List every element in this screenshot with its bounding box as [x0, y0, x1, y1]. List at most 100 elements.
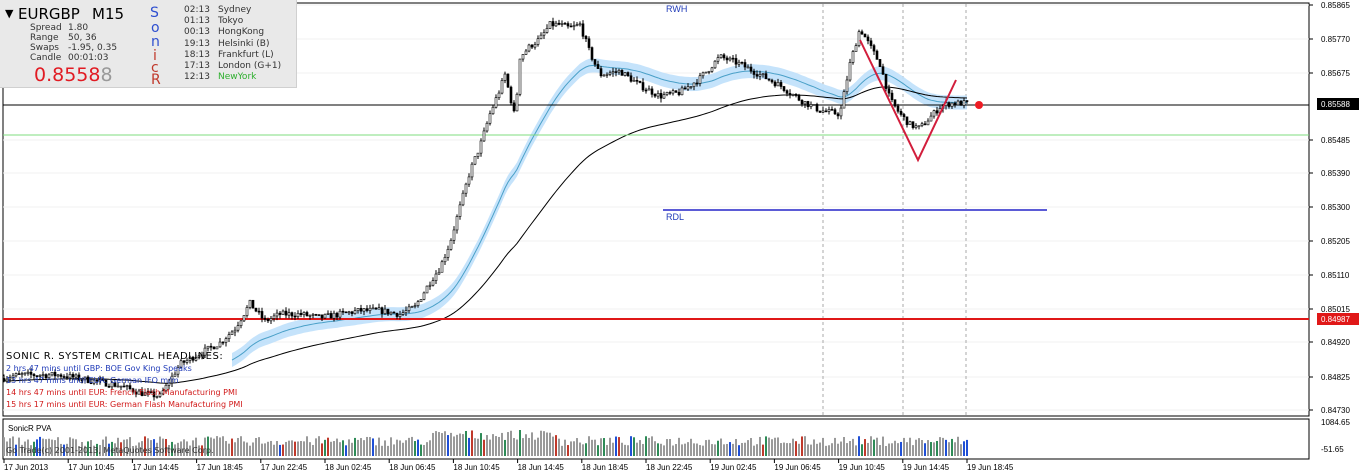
volume-bar: [777, 437, 779, 456]
candle-body: [860, 31, 864, 35]
volume-bar: [84, 445, 86, 456]
volume-bar: [126, 439, 128, 456]
volume-tick: -51.65: [1321, 445, 1344, 454]
volume-bar: [900, 441, 902, 456]
volume-bar: [333, 441, 335, 456]
volume-bar: [654, 441, 656, 456]
volume-bars: [3, 430, 968, 456]
volume-bar: [657, 443, 659, 456]
candle-body: [668, 92, 672, 94]
volume-bar: [261, 443, 263, 456]
candle-body: [782, 86, 786, 91]
volume-bar: [597, 445, 599, 456]
candle-body: [278, 312, 282, 315]
candle-body: [455, 216, 459, 231]
volume-bar: [828, 445, 830, 456]
volume-bar: [813, 439, 815, 456]
volume-bar: [669, 439, 671, 456]
volume-bar: [201, 445, 203, 456]
volume-bar: [462, 434, 464, 456]
volume-bar: [369, 437, 371, 456]
volume-bar: [771, 439, 773, 456]
candle-body: [800, 99, 804, 105]
candle-body: [563, 23, 567, 25]
candle-body: [863, 33, 867, 38]
candle-body: [134, 391, 138, 395]
volume-bar: [822, 437, 824, 456]
candle-body: [182, 360, 186, 363]
volume-bar: [276, 441, 278, 456]
volume-bar: [843, 437, 845, 456]
candle-body: [479, 140, 483, 154]
candle-body: [917, 125, 921, 128]
volume-bar: [708, 439, 710, 456]
candle-body: [131, 388, 135, 393]
volume-bar: [660, 443, 662, 456]
time-tick: 18 Jun 22:45: [646, 463, 693, 472]
candle-body: [212, 346, 216, 350]
volume-bar: [3, 437, 5, 456]
dropdown-arrow-icon[interactable]: ▼: [5, 7, 14, 20]
candle-body: [140, 390, 144, 396]
volume-bar: [414, 441, 416, 456]
candle-body: [116, 385, 120, 388]
volume-bar: [888, 443, 890, 456]
candle-body: [383, 308, 387, 314]
volume-bar: [588, 436, 590, 456]
candle-body: [179, 360, 183, 368]
volume-bar: [816, 443, 818, 456]
candle-body: [932, 110, 936, 117]
volume-bar: [465, 430, 467, 456]
volume-bar: [834, 437, 836, 456]
volume-bar: [273, 444, 275, 456]
candle-body: [605, 73, 609, 76]
candle-body: [779, 82, 783, 87]
candle-body: [548, 21, 552, 29]
candle-body: [248, 299, 252, 308]
candle-body: [365, 308, 369, 311]
volume-bar: [735, 438, 737, 456]
volume-bar: [63, 444, 65, 456]
volume-bar: [120, 442, 122, 456]
volume-bar: [147, 438, 149, 456]
candle-body: [584, 36, 588, 40]
volume-bar: [639, 440, 641, 456]
candle-body: [311, 314, 315, 316]
volume-bar: [966, 439, 968, 456]
volume-bar: [936, 440, 938, 456]
time-tick: 18 Jun 18:45: [582, 463, 629, 472]
candle-body: [158, 393, 162, 397]
candle-body: [80, 379, 84, 382]
volume-bar: [396, 439, 398, 456]
volume-bar: [378, 437, 380, 456]
candle-body: [143, 392, 147, 396]
time-tick: 18 Jun 10:45: [453, 463, 500, 472]
volume-bar: [195, 437, 197, 456]
volume-bar: [927, 440, 929, 456]
rdl-label: RDL: [666, 212, 684, 222]
candle-body: [188, 356, 192, 361]
candle-body: [227, 334, 231, 339]
candle-body: [374, 307, 378, 310]
candle-body: [44, 374, 48, 379]
candle-body: [317, 314, 321, 316]
volume-bar: [483, 439, 485, 456]
time-tick: 17 Jun 2013: [4, 463, 49, 472]
volume-bar: [762, 444, 764, 456]
candle-body: [506, 73, 510, 88]
candle-body: [929, 115, 933, 122]
volume-bar: [123, 439, 125, 456]
volume-bar: [249, 445, 251, 456]
volume-bar: [93, 445, 95, 456]
volume-bar: [24, 441, 26, 456]
candle-body: [26, 371, 30, 374]
volume-bar: [738, 445, 740, 456]
volume-bar: [876, 437, 878, 456]
volume-bar: [915, 439, 917, 456]
candle-body: [245, 307, 249, 316]
volume-bar: [696, 443, 698, 456]
volume-bar: [45, 439, 47, 456]
price-marker[interactable]: [975, 101, 983, 109]
candle-body: [284, 310, 288, 316]
